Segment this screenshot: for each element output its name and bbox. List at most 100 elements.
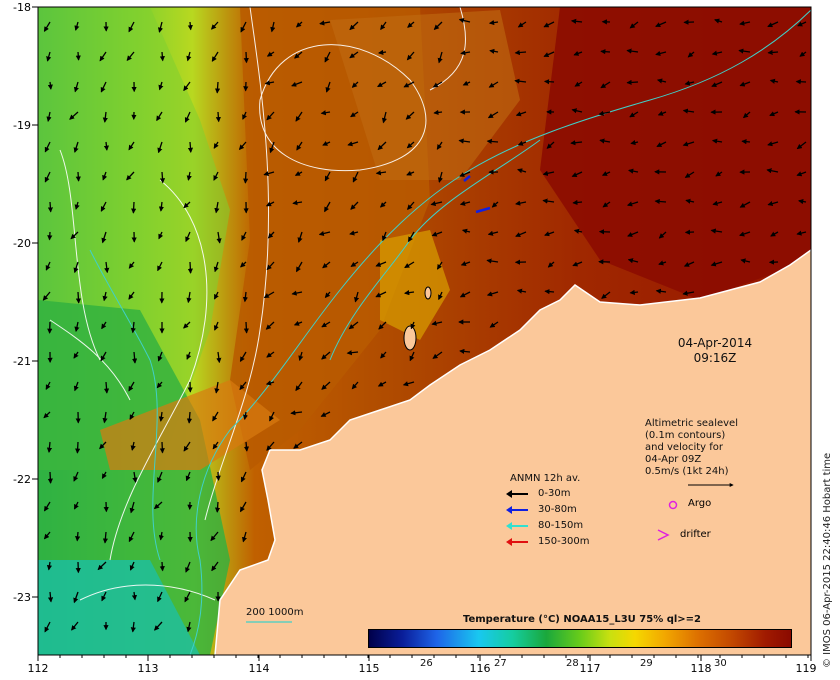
velocity-arrow: [570, 18, 583, 24]
velocity-arrow: [242, 411, 249, 421]
velocity-arrow: [347, 141, 359, 147]
velocity-arrow: [682, 108, 695, 114]
velocity-arrow: [101, 471, 107, 480]
velocity-arrow: [437, 51, 443, 64]
velocity-arrow: [292, 200, 303, 206]
velocity-arrow: [100, 351, 107, 362]
velocity-arrow: [349, 230, 359, 236]
velocity-arrow: [298, 351, 304, 362]
velocity-arrow: [295, 261, 303, 273]
velocity-arrow: [571, 108, 583, 114]
velocity-arrow: [212, 411, 219, 422]
velocity-arrow: [158, 201, 165, 212]
velocity-arrow: [516, 288, 527, 294]
velocity-arrow: [767, 201, 779, 207]
velocity-arrow: [321, 381, 331, 390]
velocity-arrow: [238, 141, 247, 151]
velocity-arrows: [42, 17, 807, 633]
velocity-arrow: [43, 501, 51, 512]
lon-tick-label: 112: [28, 662, 49, 675]
altimetry-line: 04-Apr 09Z: [645, 454, 702, 465]
velocity-arrow: [796, 171, 807, 177]
velocity-arrow: [656, 141, 667, 148]
velocity-arrow: [514, 49, 527, 56]
lat-tick-label: -22: [13, 473, 31, 486]
velocity-arrow: [293, 441, 303, 449]
velocity-arrow: [295, 111, 303, 122]
velocity-arrow: [544, 289, 555, 295]
velocity-arrow: [656, 78, 667, 84]
velocity-arrow: [71, 621, 79, 631]
velocity-arrow: [433, 21, 443, 31]
velocity-arrow: [741, 139, 751, 145]
velocity-arrow: [380, 21, 387, 31]
velocity-arrow: [47, 591, 54, 603]
velocity-arrow: [46, 51, 52, 62]
velocity-arrow: [796, 141, 807, 150]
velocity-arrow: [627, 258, 639, 264]
velocity-arrow: [153, 501, 163, 510]
velocity-arrow: [269, 141, 275, 154]
velocity-arrow: [242, 111, 247, 120]
velocity-arrow: [766, 168, 779, 174]
velocity-arrow: [767, 49, 779, 56]
velocity-arrow: [571, 171, 583, 177]
velocity-arrow: [573, 228, 583, 234]
velocity-arrow: [325, 81, 331, 93]
velocity-arrow: [129, 501, 135, 514]
drifter-icon: [657, 529, 670, 541]
velocity-arrow: [45, 261, 51, 271]
velocity-arrow: [710, 228, 723, 234]
velocity-arrow: [461, 228, 471, 234]
velocity-arrow: [770, 231, 779, 237]
velocity-arrow: [381, 231, 387, 242]
velocity-arrow: [319, 20, 331, 26]
velocity-arrow: [157, 141, 163, 154]
velocity-arrow: [46, 561, 53, 571]
velocity-arrow: [75, 51, 81, 61]
velocity-arrow: [601, 171, 611, 176]
velocity-arrow: [572, 199, 583, 206]
velocity-arrow: [406, 141, 415, 149]
velocity-arrow: [156, 111, 163, 122]
velocity-arrow: [296, 141, 303, 151]
legend-label: 80-150m: [538, 520, 584, 531]
velocity-arrow: [73, 501, 79, 510]
velocity-arrow: [742, 111, 751, 119]
velocity-arrow: [159, 561, 165, 572]
axis-ticks: [32, 6, 812, 661]
velocity-arrow: [655, 50, 667, 56]
velocity-arrow: [73, 381, 79, 392]
velocity-arrow: [216, 231, 222, 244]
velocity-arrow: [103, 381, 110, 394]
velocity-arrow: [322, 141, 331, 146]
velocity-arrow: [239, 351, 247, 363]
velocity-arrow: [99, 51, 107, 62]
velocity-arrow: [687, 51, 695, 58]
land-mass: [215, 250, 811, 655]
velocity-arrow: [405, 111, 415, 120]
velocity-arrow: [214, 81, 221, 94]
velocity-arrow: [459, 200, 471, 206]
velocity-arrow: [489, 48, 499, 54]
velocity-arrow: [432, 351, 443, 359]
velocity-arrow: [74, 21, 80, 31]
velocity-arrow: [739, 231, 751, 237]
velocity-arrow: [43, 531, 51, 540]
argo-label: Argo: [688, 498, 712, 509]
colorbar-tick: 30: [714, 658, 727, 669]
velocity-arrow: [264, 80, 275, 86]
velocity-arrow: [711, 81, 723, 87]
velocity-arrow: [459, 348, 471, 355]
velocity-arrow: [409, 351, 415, 362]
velocity-arrow: [294, 171, 303, 176]
velocity-arrow: [486, 258, 499, 264]
velocity-arrow: [295, 21, 303, 28]
altimetry-note: Altimetric sealevel (0.1m contours) and …: [645, 418, 738, 478]
velocity-arrow: [265, 201, 275, 207]
velocity-arrow: [375, 170, 387, 176]
velocity-arrow: [684, 80, 695, 86]
velocity-arrow: [131, 201, 137, 214]
velocity-arrow: [799, 51, 807, 57]
velocity-arrow: [158, 411, 164, 422]
